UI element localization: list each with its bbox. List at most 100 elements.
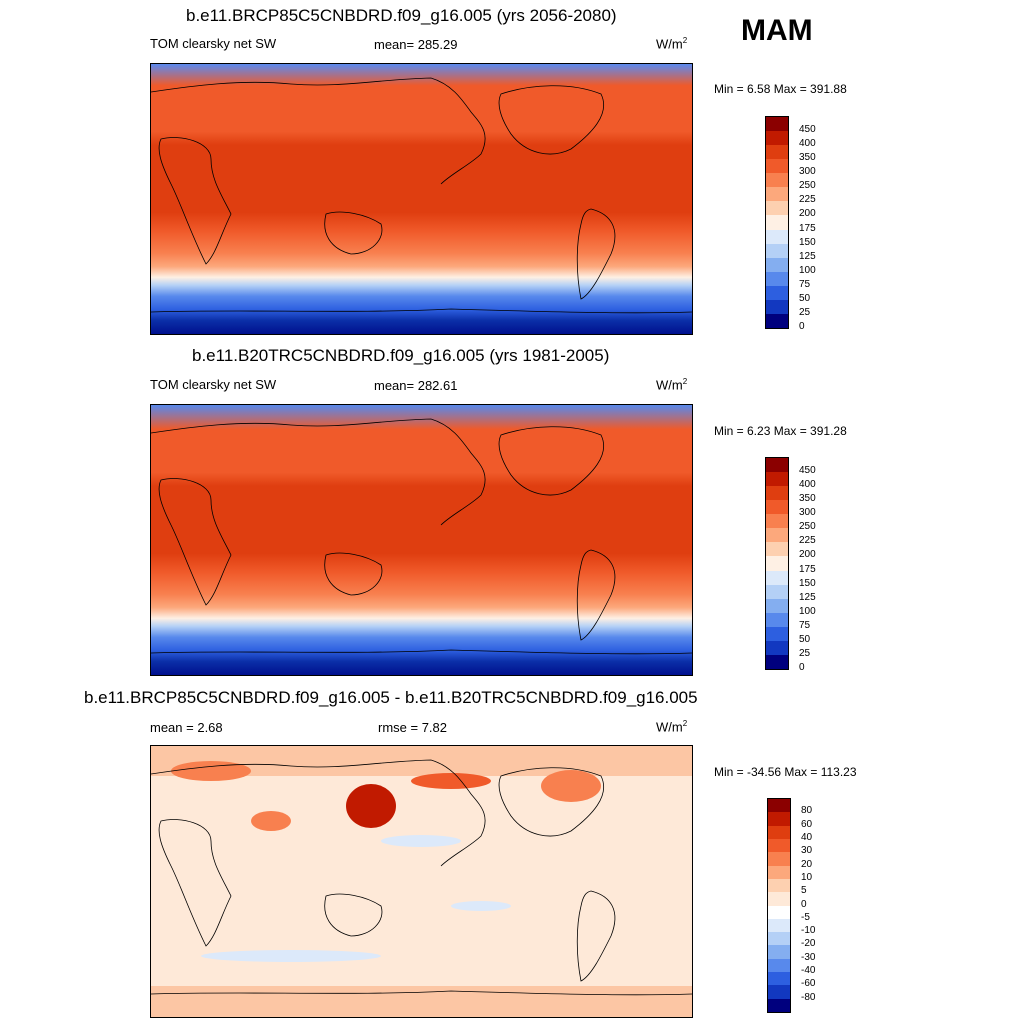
panel1-units: W/m2	[656, 36, 688, 52]
colorbar-swatch	[768, 799, 790, 813]
colorbar-tick-label: 175	[799, 563, 816, 575]
colorbar-tick-label: 450	[799, 124, 816, 136]
colorbar-tick-label: 450	[799, 465, 816, 477]
colorbar-swatch	[766, 612, 788, 627]
colorbar-swatch	[768, 865, 790, 879]
colorbar-tick-label: -5	[801, 911, 810, 923]
colorbar-tick-label: 60	[801, 818, 813, 830]
colorbar-swatch	[768, 838, 790, 853]
panel3-map	[150, 745, 693, 1018]
colorbar-tick-label: 200	[799, 549, 816, 561]
colorbar-tick-label: 0	[801, 898, 807, 910]
colorbar-swatch	[766, 257, 788, 272]
panel2-mean-label: mean= 282.61	[374, 378, 458, 393]
colorbar-tick-label: 400	[799, 138, 816, 150]
panel2-map	[150, 404, 693, 676]
colorbar-tick-label: -60	[801, 978, 816, 990]
panel3-minmax: Min = -34.56 Max = 113.23	[714, 765, 857, 779]
colorbar-swatch	[766, 598, 788, 613]
colorbar-swatch	[768, 958, 790, 973]
colorbar-tick-label: 250	[799, 521, 816, 533]
colorbar-swatch	[766, 117, 788, 132]
colorbar-swatch	[766, 528, 788, 543]
colorbar-swatch	[766, 542, 788, 557]
panel2-title: b.e11.B20TRC5CNBDRD.f09_g16.005 (yrs 198…	[192, 346, 610, 365]
colorbar-tick-label: -30	[801, 951, 816, 963]
colorbar-tick-label: 5	[801, 885, 807, 897]
colorbar-tick-label: 40	[801, 831, 813, 843]
panel3-title: b.e11.BRCP85C5CNBDRD.f09_g16.005 - b.e11…	[84, 688, 698, 707]
colorbar-tick-label: 80	[801, 805, 813, 817]
colorbar-tick-label: 350	[799, 493, 816, 505]
colorbar-tick-label: 150	[799, 236, 816, 248]
panel2-map-svg	[151, 405, 692, 675]
colorbar-swatch	[766, 570, 788, 585]
colorbar-tick-label: 225	[799, 194, 816, 206]
colorbar-swatch	[766, 584, 788, 599]
colorbar-swatch	[766, 229, 788, 244]
panel3-units: W/m2	[656, 719, 688, 735]
colorbar-tick-label: 75	[799, 278, 811, 290]
colorbar-tick-label: 25	[799, 647, 811, 659]
colorbar-swatch	[766, 215, 788, 230]
colorbar-tick-label: -80	[801, 991, 816, 1003]
colorbar-tick-label: 50	[799, 292, 811, 304]
panel3-colorbar-swatches	[767, 798, 791, 1013]
colorbar-tick-label: -40	[801, 965, 816, 977]
colorbar-swatch	[768, 918, 790, 933]
panel1-map	[150, 63, 693, 335]
colorbar-tick-label: 75	[799, 619, 811, 631]
colorbar-tick-label: 30	[801, 845, 813, 857]
colorbar-tick-label: 200	[799, 208, 816, 220]
colorbar-swatch	[768, 852, 790, 866]
panel1-map-svg	[151, 64, 692, 334]
colorbar-tick-label: 250	[799, 180, 816, 192]
panel3-rmse-label: rmse = 7.82	[378, 720, 448, 735]
colorbar-tick-label: 125	[799, 250, 816, 262]
panel1-minmax: Min = 6.58 Max = 391.88	[714, 82, 847, 96]
colorbar-swatch	[766, 500, 788, 515]
colorbar-swatch	[766, 271, 788, 286]
panel2-minmax: Min = 6.23 Max = 391.28	[714, 424, 847, 438]
colorbar-tick-label: 300	[799, 166, 816, 178]
colorbar-swatch	[766, 472, 788, 487]
panel1-variable-label: TOM clearsky net SW	[150, 36, 277, 51]
colorbar-tick-label: 175	[799, 222, 816, 234]
colorbar-tick-label: 25	[799, 306, 811, 318]
colorbar-swatch	[768, 998, 790, 1012]
colorbar-tick-label: 100	[799, 264, 816, 276]
colorbar-swatch	[768, 825, 790, 839]
panel2-variable-label: TOM clearsky net SW	[150, 377, 277, 392]
colorbar-swatch	[766, 626, 788, 641]
panel3-mean-label: mean = 2.68	[150, 720, 223, 735]
panel3-map-svg	[151, 746, 692, 1017]
season-label: MAM	[741, 14, 813, 47]
panel2-colorbar-swatches	[765, 457, 789, 670]
colorbar-tick-label: -20	[801, 938, 816, 950]
panel1-mean-label: mean= 285.29	[374, 37, 458, 52]
colorbar-swatch	[766, 285, 788, 300]
colorbar-swatch	[768, 985, 790, 999]
colorbar-tick-label: 300	[799, 507, 816, 519]
colorbar-swatch	[766, 556, 788, 571]
colorbar-swatch	[766, 145, 788, 160]
colorbar-tick-label: 20	[801, 858, 813, 870]
colorbar-tick-label: 400	[799, 479, 816, 491]
colorbar-tick-label: 50	[799, 633, 811, 645]
colorbar-swatch	[768, 812, 790, 826]
colorbar-swatch	[766, 243, 788, 258]
colorbar-tick-label: 225	[799, 535, 816, 547]
colorbar-tick-label: 125	[799, 591, 816, 603]
colorbar-swatch	[766, 187, 788, 202]
colorbar-swatch	[766, 313, 788, 328]
colorbar-swatch	[766, 299, 788, 314]
colorbar-tick-label: 350	[799, 152, 816, 164]
colorbar-tick-label: 0	[799, 662, 805, 673]
colorbar-tick-label: 0	[799, 321, 805, 332]
colorbar-swatch	[766, 514, 788, 529]
colorbar-swatch	[766, 159, 788, 174]
colorbar-swatch	[766, 131, 788, 146]
colorbar-swatch	[766, 654, 788, 669]
colorbar-tick-label: -10	[801, 925, 816, 937]
colorbar-swatch	[766, 640, 788, 655]
